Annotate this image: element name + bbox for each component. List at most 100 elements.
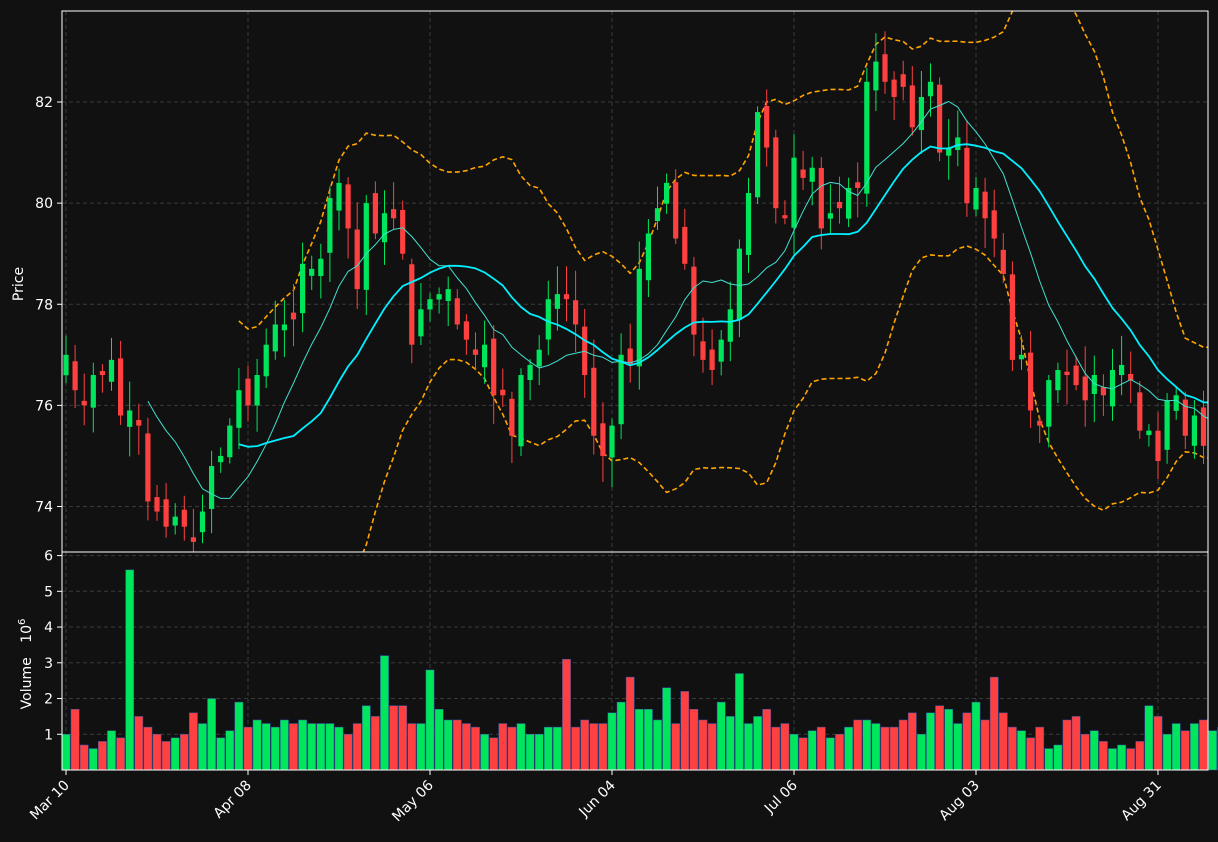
volume-bar [907,712,917,771]
candle [918,71,924,154]
candle-body [591,367,597,436]
candle [518,368,524,457]
candle [618,333,624,440]
candle [482,320,488,384]
candle [764,89,770,167]
candle-body [1191,415,1197,446]
candle [391,182,397,230]
candle [809,156,815,206]
candle-body [609,425,615,458]
candle-body [190,537,196,542]
candle [718,330,724,376]
candle [909,66,915,136]
candle-body [99,371,105,376]
volume-bar [607,712,617,771]
candle-body [172,516,178,526]
moving-average-fast [147,101,1208,499]
volume-bar [935,705,944,771]
volume-bar [352,723,362,771]
price-tick-label: 78 [35,297,53,313]
candle-body [764,106,770,148]
candle-body [909,85,915,128]
candle [818,157,824,250]
volume-bar [589,723,599,771]
candle-body [72,361,78,391]
candle-body [745,193,752,255]
volume-bar [1144,705,1154,771]
candle-body [545,299,551,340]
volume-bar [70,708,80,771]
candle-body [736,248,742,320]
volume-bar [334,726,344,771]
candle-body [755,112,761,198]
candle-body [1146,430,1152,436]
volume-tick-label: 1 [44,727,53,743]
volume-bar [625,676,635,771]
candle-body [445,289,451,301]
volume-bar [1117,744,1126,771]
candle [118,340,124,425]
candle-body [345,184,351,229]
candle [345,177,351,259]
candle-body [500,389,506,396]
candle-body [263,344,269,377]
volume-bar [480,734,489,771]
candle-body [636,268,642,367]
candle [418,282,424,346]
candle [108,337,115,391]
moving-average-slow [238,143,1208,448]
candle [1128,351,1134,404]
candle-body [973,187,979,210]
volume-bar [507,726,517,771]
candle-body [864,81,870,194]
candle-body [800,169,806,178]
volume-bar [371,716,380,771]
volume-bar [143,726,153,771]
candle-body [363,203,369,290]
candle [964,120,970,217]
bollinger-lower [362,245,1208,552]
candle-body [891,79,897,97]
volume-bar [1044,748,1054,771]
candle-body [536,349,542,367]
candle-body [1000,249,1006,274]
candle-body [163,499,169,527]
candle-body [600,423,606,456]
volume-bar [170,737,180,771]
volume-bar [926,712,935,771]
volume-bar [516,723,526,771]
volume-bar [489,737,499,771]
candle-body [1100,387,1106,396]
volume-bar [1126,748,1136,771]
candle-body [563,294,570,300]
candle [1064,349,1070,405]
candle [855,162,861,218]
candle [682,208,688,270]
candle [491,325,497,424]
volume-bar [689,708,699,771]
candle-body [1091,375,1097,394]
volume-panel-frame [61,551,1209,771]
candle-body [809,167,815,182]
volume-bar [971,701,981,771]
volume-bar [716,701,726,771]
candle-body [718,339,724,362]
volume-bar [835,734,844,771]
volume-bar [207,698,216,771]
candle [99,364,105,393]
candle [1018,335,1025,370]
candle-body [1018,354,1025,360]
volume-bar [771,726,781,771]
candle [900,60,906,101]
candle-body [81,400,87,406]
volume-bar [325,723,335,771]
candle-body [1200,407,1207,446]
volume-bar [179,734,189,771]
volume-bar [789,734,799,771]
volume-bar [270,726,280,771]
candle-body [664,182,670,204]
candle-body [1082,376,1088,401]
volume-bar [571,726,580,771]
volume-bar [534,734,544,771]
volume-bar [562,658,571,771]
